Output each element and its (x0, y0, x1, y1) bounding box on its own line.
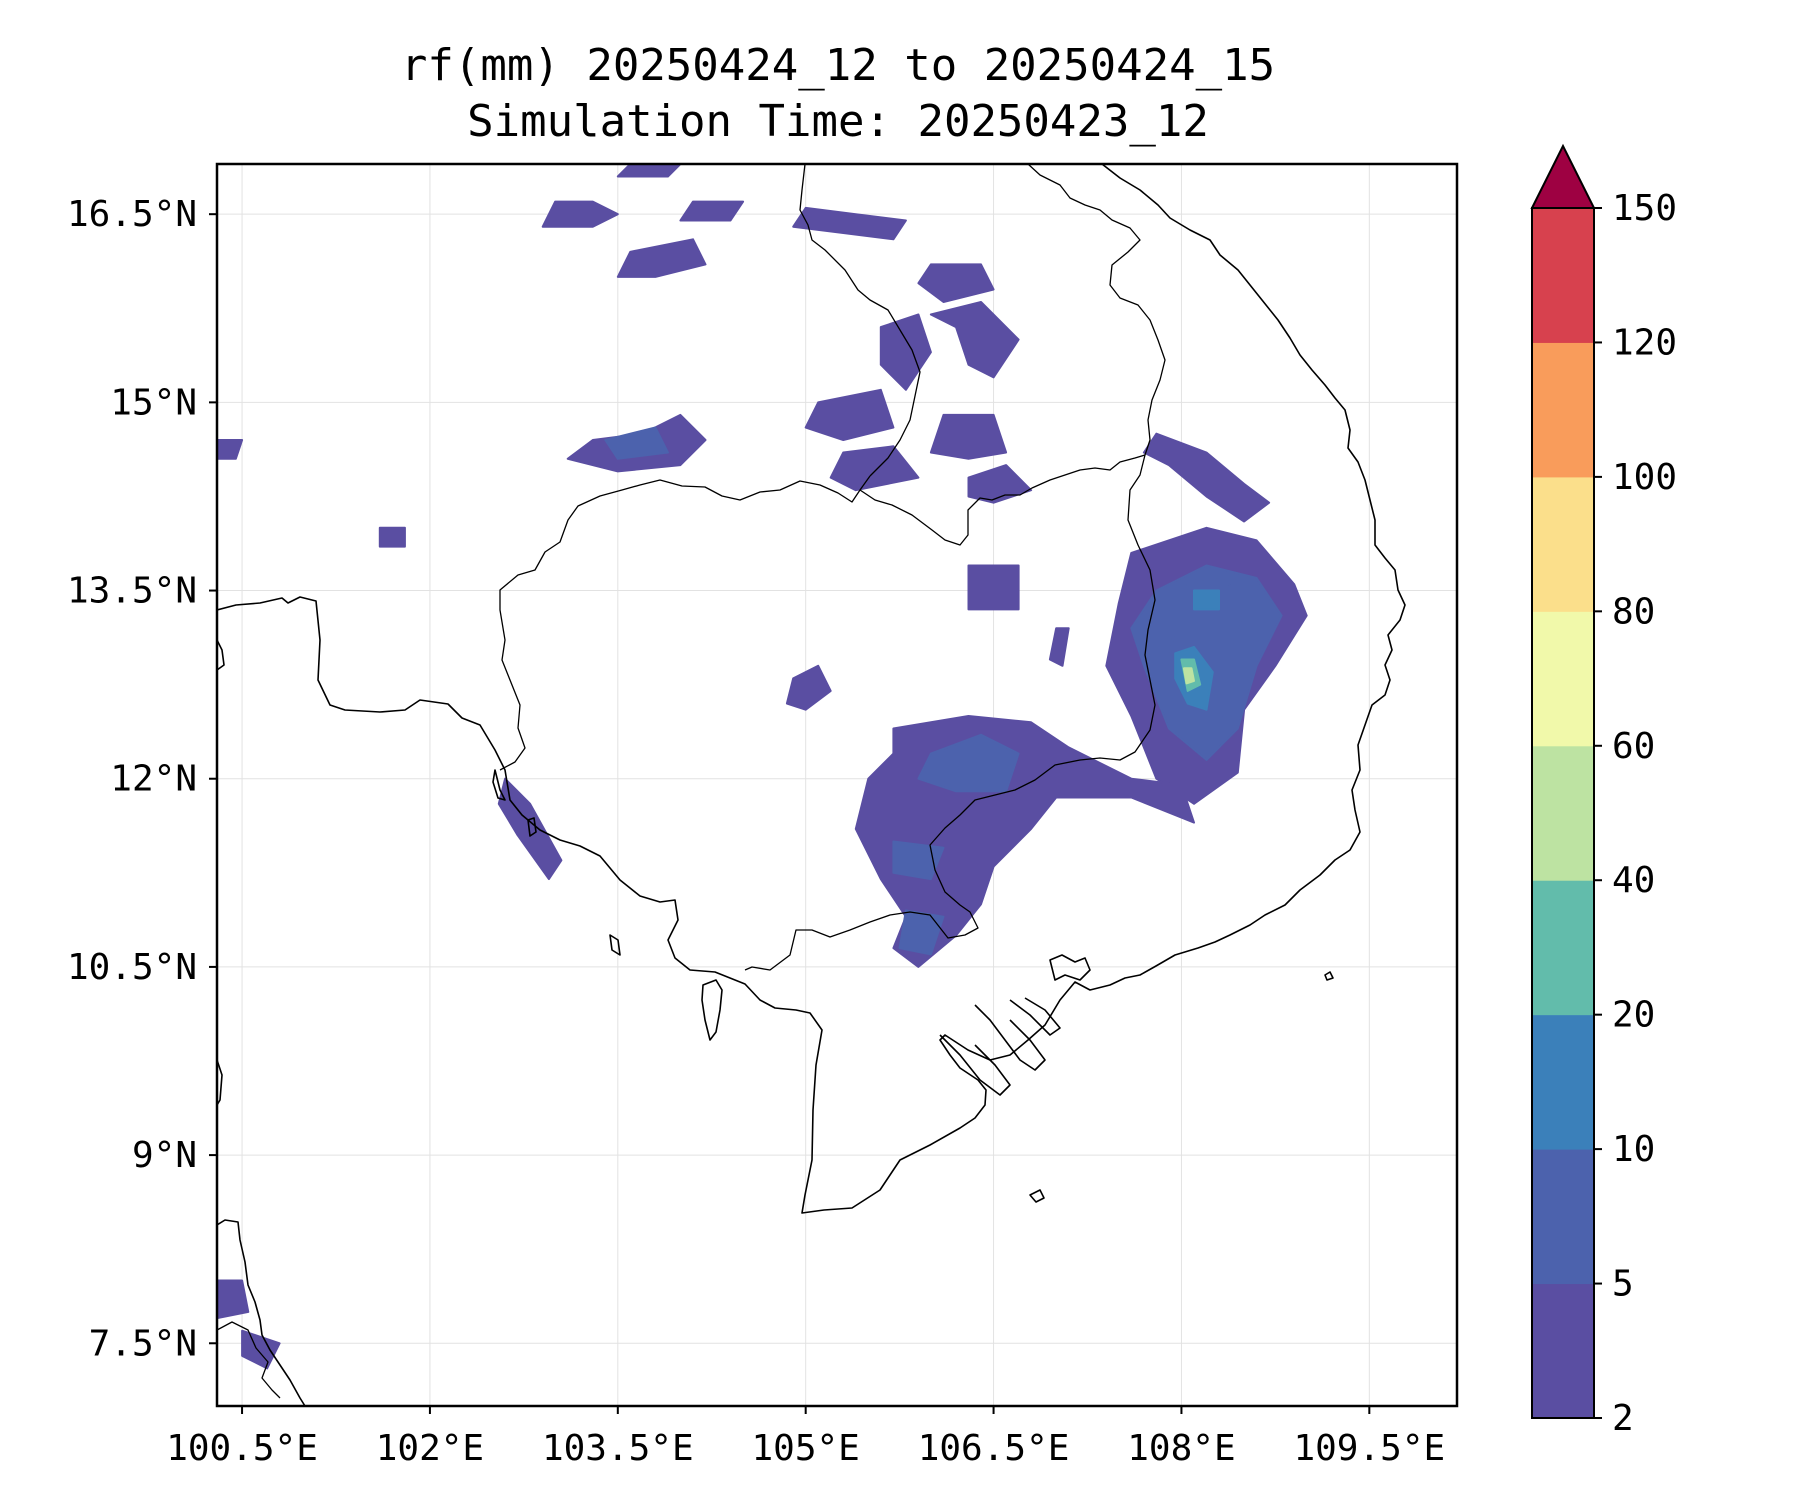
rain-area-r22 (497, 777, 563, 881)
saigon-estuary (1049, 954, 1091, 981)
y-tick-label: 15°N (110, 382, 197, 423)
colorbar-label: 60 (1612, 726, 1655, 767)
y-tick-label: 16.5°N (67, 194, 197, 235)
border-lower-peninsula (217, 1321, 281, 1399)
rain-area-r18 (785, 664, 832, 711)
border-thailand-laos (799, 164, 921, 477)
x-tick-label: 102°E (376, 1428, 484, 1469)
rain-area-r19 (1142, 432, 1271, 523)
y-tick-label: 9°N (132, 1135, 197, 1176)
rainfall-layer (217, 164, 1308, 1370)
rain-area-r15 (217, 439, 244, 460)
rain-area-r17 (1048, 627, 1070, 667)
y-tick-label: 12°N (110, 759, 197, 800)
rain-area-r31 (1193, 589, 1220, 611)
title-line-1: rf(mm) 20250424_12 to 20250424_15 (401, 40, 1275, 91)
colorbar-segment (1532, 1283, 1594, 1419)
rain-area-r28 (898, 909, 945, 956)
rain-area-r34 (1182, 667, 1195, 685)
map-area: 100.5°E 102°E 103.5°E 105°E 106.5°E 108°E 109.… (67, 162, 1459, 1469)
y-tick-label: 13.5°N (67, 571, 197, 612)
map-frame (215, 162, 1459, 1408)
rain-area-r07 (929, 301, 1020, 379)
y-tick-label: 7.5°N (89, 1323, 197, 1364)
colorbar-label: 2 (1612, 1398, 1634, 1439)
coastline-mainland (217, 164, 1406, 1214)
coastlines-borders (217, 164, 1406, 1406)
rain-area-r09 (804, 388, 895, 441)
colorbar-label: 40 (1612, 860, 1655, 901)
colorbar-extend-arrow (1530, 143, 1596, 209)
x-tick-label: 108°E (1127, 1428, 1235, 1469)
rain-area-r10 (929, 413, 1008, 460)
rain-area-r12 (967, 464, 1033, 504)
border-laos-vietnam (1027, 164, 1166, 456)
rain-area-r02 (541, 200, 619, 228)
colorbar: 2 5 10 20 40 60 80 100 120 150 (1530, 143, 1677, 1439)
coastline-west-edge (217, 1059, 223, 1106)
y-axis-ticks: 16.5°N 15°N 13.5°N 12°N 10.5°N 9°N 7.5°N (67, 194, 217, 1364)
island-phu-quoc (701, 979, 723, 1041)
y-tick-label: 10.5°N (67, 947, 197, 988)
colorbar-segment (1532, 342, 1594, 478)
island-koh-rong (609, 934, 621, 956)
x-tick-label: 105°E (751, 1428, 859, 1469)
x-tick-label: 109.5°E (1293, 1428, 1445, 1469)
map-background (217, 164, 1457, 1406)
coastline-malay-peninsula (217, 1219, 306, 1406)
mekong-delta-channel-1 (974, 1004, 1046, 1071)
title-line-2: Simulation Time: 20250423_12 (467, 96, 1209, 147)
rain-area-r24 (241, 1329, 281, 1370)
colorbar-segment (1532, 1014, 1594, 1150)
colorbar-segment (1532, 745, 1594, 881)
colorbar-label: 5 (1612, 1264, 1634, 1305)
rain-area-r16 (967, 564, 1020, 611)
border-cambodia-vietnam (744, 454, 1156, 971)
colorbar-label: 150 (1612, 188, 1677, 229)
colorbar-label: 20 (1612, 995, 1655, 1036)
x-tick-label: 106.5°E (918, 1428, 1070, 1469)
border-laos-cambodia-vietnam (859, 454, 1146, 546)
rain-area-r11 (829, 445, 920, 492)
island-ly-son (1324, 971, 1334, 981)
colorbar-segment (1532, 208, 1594, 343)
rain-area-r05 (792, 206, 907, 241)
colorbar-segment (1532, 880, 1594, 1016)
rain-area-r08 (879, 313, 932, 391)
colorbar-segment (1532, 611, 1594, 747)
rain-area-r06 (917, 263, 995, 303)
colorbar-segment (1532, 1149, 1594, 1285)
rain-area-r26 (917, 733, 1020, 793)
rain-area-r29 (604, 426, 669, 460)
rain-area-r03 (616, 238, 707, 278)
colorbar-label: 80 (1612, 591, 1655, 632)
x-tick-label: 100.5°E (166, 1428, 318, 1469)
rain-area-r04 (679, 200, 745, 222)
x-axis-ticks: 100.5°E 102°E 103.5°E 105°E 106.5°E 108°E 109.… (166, 1406, 1445, 1469)
island-west-small (527, 817, 537, 837)
island-con-dao (1029, 1189, 1045, 1203)
colorbar-label: 100 (1612, 457, 1677, 498)
mekong-delta-channel-3 (1009, 997, 1061, 1036)
island-koh-kong (492, 769, 506, 801)
mekong-delta-channel-2 (939, 1034, 1011, 1096)
rain-area-r01 (616, 164, 682, 178)
colorbar-frame (1531, 207, 1595, 1419)
x-tick-label: 103.5°E (542, 1428, 694, 1469)
coastline-west-bump (217, 639, 225, 671)
colorbar-label: 10 (1612, 1129, 1655, 1170)
rain-area-r23 (217, 1279, 250, 1320)
border-thailand-cambodia-laos (499, 475, 871, 771)
rain-area-r14 (378, 526, 406, 548)
colorbar-segment (1532, 476, 1594, 612)
colorbar-label: 120 (1612, 322, 1677, 363)
